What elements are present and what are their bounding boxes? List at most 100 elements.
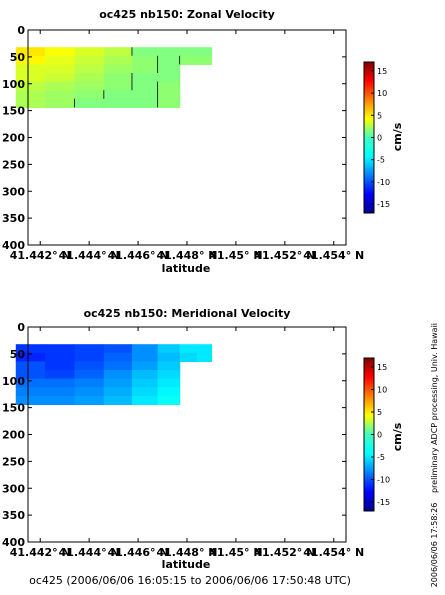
velocity-cell (157, 64, 181, 74)
velocity-cell (45, 378, 76, 388)
velocity-cell (74, 81, 105, 91)
x-tick-label: 41.454° N (303, 546, 364, 559)
velocity-cell (131, 47, 159, 57)
timestamp: 2006/06/06 17:58:26 (430, 503, 439, 588)
velocity-cell (15, 344, 46, 354)
y-tick-label: 50 (10, 51, 26, 64)
velocity-cell (157, 98, 181, 108)
velocity-cell (45, 370, 76, 380)
x-axis: 41.442° N41.444° N41.446° N41.448° N41.4… (10, 327, 364, 559)
velocity-cell (103, 395, 133, 405)
y-tick-label: 250 (2, 455, 25, 468)
velocity-cell (131, 90, 159, 100)
y-tick-label: 350 (2, 212, 25, 225)
velocity-cell (74, 378, 105, 388)
velocity-cell (45, 90, 76, 100)
y-tick-label: 350 (2, 509, 25, 522)
velocity-cell (74, 47, 105, 57)
velocity-cell (196, 352, 213, 362)
velocity-cell (45, 73, 76, 83)
colorbar-tick-label: -5 (377, 453, 385, 462)
velocity-cell (131, 344, 159, 354)
plot-cells (15, 344, 213, 405)
y-tick-label: 250 (2, 158, 25, 171)
velocity-cell (15, 98, 46, 108)
y-tick-label: 400 (2, 239, 25, 252)
velocity-cell (196, 47, 213, 57)
y-tick-label: 300 (2, 185, 25, 198)
velocity-cell (131, 395, 159, 405)
velocity-cell (74, 352, 105, 362)
y-tick-label: 200 (2, 429, 25, 442)
velocity-cell (74, 361, 105, 371)
velocity-cell (15, 47, 46, 57)
colorbar-tick-label: -10 (377, 178, 390, 187)
velocity-cell (157, 344, 181, 354)
velocity-cell (15, 387, 46, 397)
velocity-cell (196, 55, 213, 65)
footer-caption: oc425 (2006/06/06 16:05:15 to 2006/06/06… (29, 574, 351, 587)
velocity-cell (103, 378, 133, 388)
colorbar-tick-label: 10 (377, 89, 387, 98)
velocity-cell (157, 81, 181, 91)
velocity-cell (15, 64, 46, 74)
x-tick-label: 41.452° N (254, 249, 315, 262)
velocity-cell (45, 352, 76, 362)
x-axis: 41.442° N41.444° N41.446° N41.448° N41.4… (10, 30, 364, 262)
velocity-cell (157, 55, 181, 65)
velocity-cell (45, 47, 76, 57)
y-tick-label: 100 (2, 375, 25, 388)
velocity-cell (103, 361, 133, 371)
velocity-cell (196, 344, 213, 354)
velocity-cell (74, 90, 105, 100)
colorbar-tick-label: 15 (377, 363, 387, 372)
velocity-cell (45, 387, 76, 397)
velocity-cell (103, 370, 133, 380)
velocity-cell (131, 361, 159, 371)
colorbar-tick-label: -5 (377, 156, 385, 165)
plot-cells (15, 47, 213, 108)
y-tick-label: 200 (2, 132, 25, 145)
velocity-cell (103, 64, 133, 74)
x-tick-label: 41.444° N (59, 546, 120, 559)
colorbar-tick-label: 10 (377, 386, 387, 395)
velocity-cell (131, 352, 159, 362)
x-tick-label: 41.442° N (10, 546, 71, 559)
velocity-cell (45, 64, 76, 74)
velocity-cell (103, 352, 133, 362)
velocity-cell (131, 387, 159, 397)
x-tick-label: 41.448° N (157, 249, 218, 262)
colorbar-tick-label: 15 (377, 67, 387, 76)
velocity-cell (103, 47, 133, 57)
colorbar-tick-label: -10 (377, 476, 390, 485)
velocity-cell (157, 370, 181, 380)
velocity-cell (157, 352, 181, 362)
velocity-cell (74, 395, 105, 405)
velocity-cell (131, 55, 159, 65)
velocity-cell (15, 352, 46, 362)
velocity-cell (131, 378, 159, 388)
y-tick-label: 300 (2, 482, 25, 495)
colorbar-tick-label: 0 (377, 134, 382, 143)
velocity-cell (74, 73, 105, 83)
velocity-cell (179, 47, 198, 57)
velocity-cell (15, 90, 46, 100)
y-tick-label: 0 (17, 321, 25, 334)
zero-contour (74, 47, 181, 108)
velocity-cell (103, 73, 133, 83)
velocity-cell (131, 73, 159, 83)
velocity-cell (74, 344, 105, 354)
colorbar-ticks: -15 -10 -5 0 5 10 15 (371, 67, 390, 209)
velocity-cell (45, 361, 76, 371)
velocity-cell (45, 344, 76, 354)
colorbar-tick-label: 0 (377, 431, 382, 440)
velocity-cell (103, 344, 133, 354)
velocity-cell (103, 81, 133, 91)
velocity-cell (131, 64, 159, 74)
chart-title: oc425 nb150: Zonal Velocity (99, 8, 275, 21)
velocity-cell (103, 98, 133, 108)
x-tick-label: 41.446° N (108, 546, 169, 559)
velocity-cell (179, 55, 198, 65)
y-tick-label: 150 (2, 402, 25, 415)
